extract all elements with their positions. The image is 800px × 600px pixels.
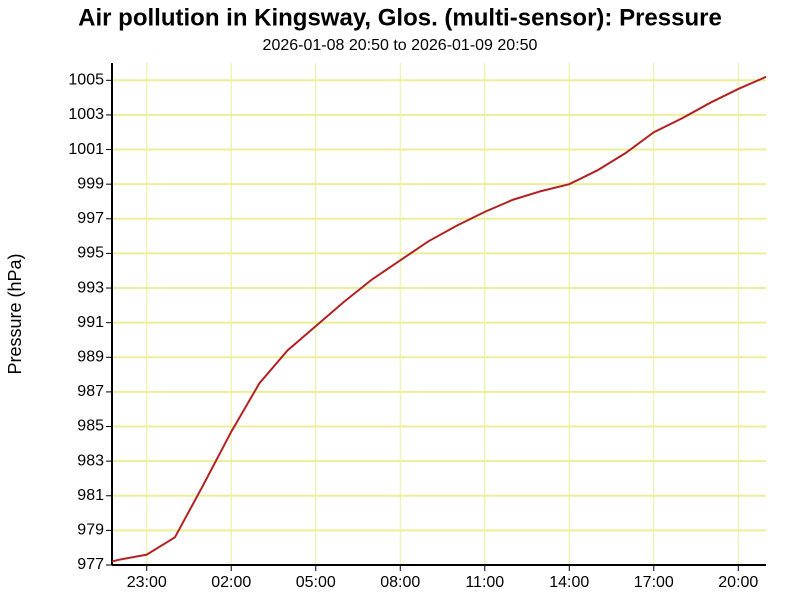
y-tick-label: 993: [77, 279, 104, 296]
data-line: [111, 75, 767, 563]
y-tick-label: 1003: [68, 106, 104, 123]
y-tick-label: 1001: [68, 141, 104, 158]
y-tick-label: 983: [77, 452, 104, 469]
y-tick-label: 987: [77, 383, 104, 400]
x-tick-label: 11:00: [465, 574, 504, 591]
x-tick-label: 08:00: [380, 574, 420, 591]
x-tick-label: 02:00: [211, 574, 251, 591]
y-tick-label: 991: [77, 314, 104, 331]
y-tick-label: 989: [77, 348, 104, 365]
chart-subtitle: 2026-01-08 20:50 to 2026-01-09 20:50: [263, 37, 538, 54]
x-tick-label: 23:00: [127, 574, 167, 591]
y-tick-label: 979: [77, 522, 104, 539]
x-tick-label: 05:00: [296, 574, 336, 591]
chart-title: Air pollution in Kingsway, Glos. (multi-…: [78, 4, 722, 31]
x-tick-label: 14:00: [549, 574, 589, 591]
y-tick-label: 995: [77, 245, 104, 262]
y-tick-label: 997: [77, 210, 104, 227]
y-tick-label: 1005: [68, 72, 104, 89]
y-tick-label: 999: [77, 175, 104, 192]
x-tick-label: 17:00: [634, 574, 674, 591]
x-tick-label: 20:00: [718, 574, 758, 591]
y-tick-label: 981: [77, 487, 104, 504]
y-tick-label: 985: [77, 418, 104, 435]
y-axis-label: Pressure (hPa): [5, 253, 25, 374]
y-tick-label: 977: [77, 556, 104, 573]
